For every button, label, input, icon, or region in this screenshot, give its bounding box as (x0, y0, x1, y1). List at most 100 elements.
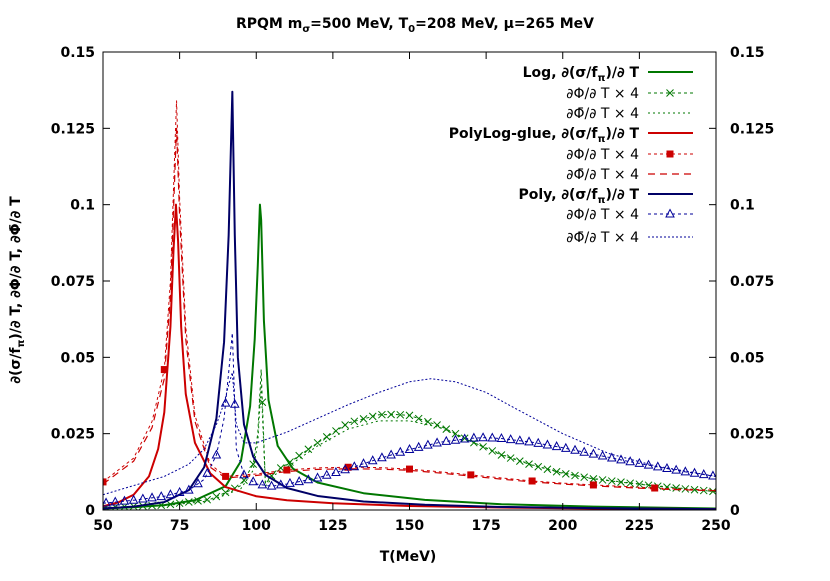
series-8 (103, 372, 716, 496)
x-marker (442, 425, 451, 433)
series-7 (103, 332, 716, 507)
triangle-marker (423, 439, 433, 449)
series-line-1 (103, 369, 716, 509)
triangle-marker (524, 436, 534, 446)
x-marker (552, 467, 561, 476)
triangle-marker (533, 437, 544, 447)
triangle-marker (542, 439, 553, 449)
x-marker (626, 479, 635, 488)
square-marker (467, 471, 475, 479)
triangle-marker (220, 397, 231, 407)
y-tick-label-right: 0.025 (730, 427, 774, 443)
x-tick-label: 125 (318, 518, 347, 534)
triangle-marker (441, 435, 452, 445)
triangle-marker (560, 442, 571, 452)
triangle-marker (358, 458, 369, 468)
x-tick-label: 200 (548, 518, 577, 534)
x-marker (589, 475, 598, 483)
x-tick-label: 225 (625, 518, 654, 534)
triangle-marker (413, 441, 424, 451)
x-marker (341, 421, 349, 429)
legend-label-4: ∂Φ/∂ T × 4 (566, 147, 639, 163)
y-tick-label: 0.075 (51, 274, 95, 290)
triangle-marker (487, 432, 498, 442)
triangle-marker (103, 497, 111, 507)
triangle-marker (459, 433, 470, 443)
legend-label-7: ∂Φ/∂ T × 4 (566, 207, 639, 223)
x-marker (497, 451, 506, 459)
triangle-marker (478, 432, 488, 442)
triangle-marker (588, 448, 599, 458)
triangle-marker (340, 464, 350, 474)
x-marker (194, 497, 202, 505)
x-marker (635, 480, 644, 489)
triangle-marker (165, 489, 176, 499)
y-axis-label: ∂(σ/fπ)/∂ T, ∂Φ/∂ T, ∂Φ̄/∂ T (8, 196, 27, 384)
y-tick-label-right: 0.075 (730, 274, 774, 290)
x-marker (286, 458, 294, 466)
x-marker (203, 495, 212, 504)
triangle-marker (469, 432, 479, 442)
x-marker (479, 442, 487, 451)
triangle-marker (432, 437, 442, 447)
triangle-marker (671, 464, 681, 474)
series-6 (103, 90, 716, 510)
x-marker (414, 414, 423, 423)
series-line-5 (103, 127, 716, 492)
legend-label-6: Poly, ∂(σ/fπ)/∂ T (518, 187, 639, 206)
triangle-marker (128, 494, 139, 504)
x-marker (709, 487, 716, 496)
legend-label-5: ∂Φ̄/∂ T × 4 (566, 167, 639, 183)
triangle-marker (395, 446, 406, 456)
triangle-marker (625, 456, 636, 466)
plot-area (103, 90, 716, 510)
x-marker (368, 412, 377, 421)
y-tick-label: 0 (85, 503, 95, 519)
series-3 (103, 203, 716, 510)
triangle-marker (386, 449, 396, 459)
x-marker (378, 410, 386, 419)
triangle-marker (119, 495, 130, 505)
legend-label-3: PolyLog-glue, ∂(σ/fπ)/∂ T (449, 126, 640, 145)
x-marker (561, 470, 570, 478)
series-4 (103, 100, 716, 492)
x-marker (451, 429, 460, 438)
triangle-marker (193, 478, 203, 488)
legend: Log, ∂(σ/fπ)/∂ T ∂Φ/∂ T × 4 ∂Φ̄/∂ T × 4 Pol… (449, 65, 693, 246)
x-tick-label: 100 (242, 518, 271, 534)
x-marker (350, 417, 359, 426)
square-marker (160, 366, 168, 374)
x-marker (332, 427, 340, 435)
triangle-marker (496, 432, 507, 443)
x-marker (184, 498, 193, 506)
triangle-marker (138, 493, 148, 503)
series-0 (103, 203, 716, 510)
series-2 (103, 384, 716, 509)
triangle-marker (515, 435, 525, 445)
series-line-2 (103, 384, 716, 509)
x-marker (166, 500, 175, 509)
triangle-marker (248, 476, 259, 486)
legend-label-0: Log, ∂(σ/fπ)/∂ T (523, 65, 640, 84)
series-line-4 (103, 100, 716, 491)
y-tick-label: 0.05 (60, 350, 95, 366)
square-marker (344, 463, 352, 471)
triangle-marker (257, 479, 268, 489)
y-tick-label-right: 0.1 (730, 198, 755, 214)
x-marker (666, 89, 674, 97)
triangle-marker (174, 486, 185, 496)
triangle-marker (211, 449, 222, 459)
series-line-7 (103, 332, 716, 504)
square-marker (103, 478, 107, 486)
series-1 (103, 369, 716, 510)
x-marker (295, 451, 304, 460)
x-marker (690, 485, 699, 494)
triangle-marker (275, 479, 286, 489)
triangle-marker (147, 492, 157, 502)
x-tick-label: 150 (395, 518, 424, 534)
x-tick-label: 175 (472, 518, 501, 534)
triangle-marker (579, 446, 590, 456)
x-marker (322, 433, 331, 441)
